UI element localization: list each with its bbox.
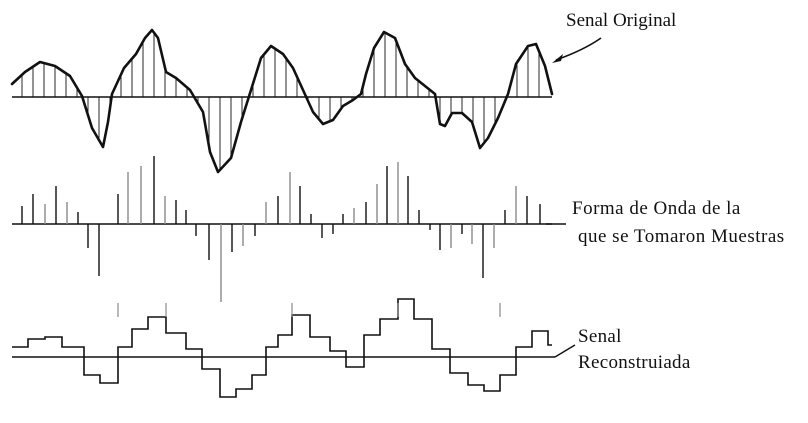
original-signal-label: Senal Original [566,10,677,31]
original-arrow [552,37,602,63]
original-signal-curve [10,28,554,174]
reconstructed-signal-label-line2: Reconstruiada [578,352,691,373]
original-signal-panel [10,28,554,174]
sampled-waveform-label-line2: que se Tomaron Muestras [578,226,785,247]
reconstructed-staircase [12,298,552,398]
sampled-waveform-panel [12,156,552,302]
sampled-waveform-label-line1: Forma de Onda de la [572,198,741,219]
reconstructed-signal-label-line1: Senal [578,326,622,347]
recon-label-leader [554,344,576,358]
reconstructed-signal-panel [12,298,555,398]
